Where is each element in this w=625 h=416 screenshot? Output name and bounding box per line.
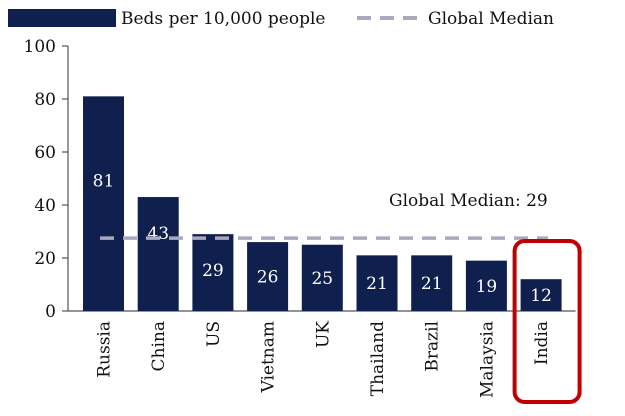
- y-tick-label: 0: [45, 302, 56, 322]
- bar-value-label: 81: [93, 172, 115, 192]
- bar-value-label: 12: [530, 286, 552, 306]
- y-tick-label: 100: [24, 37, 56, 57]
- category-label-uk: UK: [313, 321, 333, 348]
- category-label-india: India: [532, 321, 552, 365]
- bar-value-label: 25: [311, 269, 333, 289]
- bar-vietnam: [247, 242, 289, 311]
- bar-value-label: 29: [202, 261, 224, 281]
- category-label-us: US: [204, 321, 224, 347]
- legend-bars-label: Beds per 10,000 people: [121, 9, 325, 29]
- y-tick-label: 40: [34, 196, 56, 216]
- india-highlight-box: [512, 239, 582, 404]
- bar-china: [137, 197, 179, 311]
- category-label-brazil: Brazil: [423, 321, 443, 372]
- bar-uk: [301, 244, 343, 311]
- category-label-china: China: [149, 321, 169, 371]
- y-tick-label: 80: [34, 90, 56, 110]
- y-axis: 0 20 40 60 80 100: [24, 37, 69, 322]
- bar-india: [520, 279, 562, 311]
- legend-bar-swatch: [8, 9, 116, 27]
- bar-malaysia: [465, 260, 507, 311]
- y-tick-label: 60: [34, 143, 56, 163]
- bar-value-label: 19: [476, 277, 498, 297]
- bar-value-label: 21: [421, 274, 443, 294]
- bar-value-label: 21: [366, 274, 388, 294]
- legend: Beds per 10,000 people Global Median: [8, 9, 554, 29]
- category-label-malaysia: Malaysia: [477, 321, 497, 398]
- category-label-russia: Russia: [95, 321, 115, 378]
- category-label-vietnam: Vietnam: [259, 321, 279, 394]
- bars: [83, 96, 562, 311]
- bar-value-label: 43: [147, 224, 169, 244]
- category-label-thailand: Thailand: [368, 321, 388, 396]
- bar-thailand: [356, 255, 398, 311]
- y-tick-label: 20: [34, 249, 56, 269]
- bar-us: [192, 234, 234, 311]
- bar-brazil: [411, 255, 453, 311]
- global-median-annotation: Global Median: 29: [389, 191, 548, 211]
- category-labels: Russia China US Vietnam UK Thailand Brazil Mala…: [95, 321, 553, 398]
- bar-value-label: 26: [257, 268, 279, 288]
- bar-russia: [83, 96, 124, 311]
- legend-median-label: Global Median: [428, 9, 554, 29]
